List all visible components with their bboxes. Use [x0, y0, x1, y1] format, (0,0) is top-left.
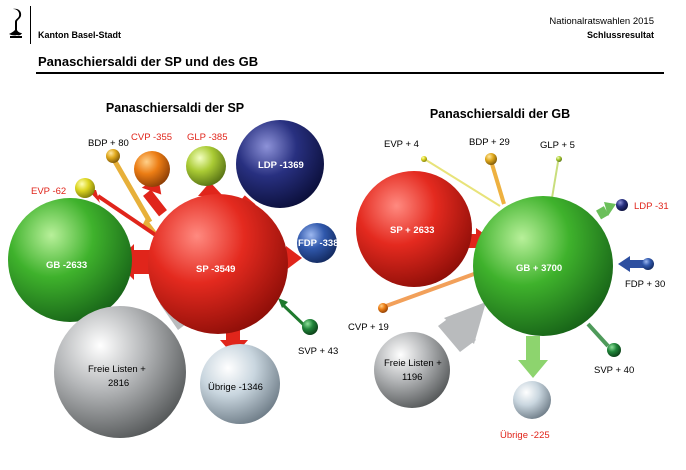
sphere-gb-cvp: [378, 303, 388, 313]
arrow-freie-to-gb: [438, 314, 476, 352]
sphere-gb-center: [473, 196, 613, 336]
arrow-bdp-to-sp-head: [142, 218, 158, 234]
label-gb-freie-line2: 1196: [402, 372, 422, 383]
label-gb-freie-line1: Freie Listen +: [384, 358, 442, 369]
sphere-gb-bdp: [485, 153, 497, 165]
election-name: Nationalratswahlen 2015: [549, 16, 654, 27]
arrow-gb-to-ldp: [596, 206, 609, 220]
label-sp-ldp: LDP -1369: [258, 160, 304, 171]
arrow-sp-to-gb: [468, 234, 478, 248]
label-gb-glp: GLP + 5: [540, 140, 575, 151]
sphere-sp-fdp: [297, 223, 337, 263]
arrow-glp-to-gb: [551, 161, 559, 199]
sphere-sp-cvp: [134, 151, 170, 187]
sphere-sp-ldp: [236, 120, 324, 208]
sphere-sp-center: [148, 194, 288, 334]
arrow-gb-to-uebrige: [526, 336, 540, 362]
sphere-sp-evp: [75, 178, 95, 198]
arrow-cvp-to-gb: [385, 272, 475, 308]
sphere-gb-uebrige: [513, 381, 551, 419]
label-gb-center: GB + 3700: [516, 263, 562, 274]
arrow-fdp-to-gb: [628, 260, 644, 268]
label-gb-fdp: FDP + 30: [625, 279, 665, 290]
gb-labels: EVP + 4 BDP + 29 GLP + 5 LDP -31 SP + 26…: [348, 137, 669, 441]
arrow-gb-to-uebrige-head: [518, 360, 548, 378]
label-sp-center: SP -3549: [196, 264, 235, 275]
label-gb-sp: SP + 2633: [390, 225, 434, 236]
sp-labels: BDP + 80 CVP -355 GLP -385 LDP -1369 EVP…: [31, 132, 338, 393]
page-header: Kanton Basel-Stadt Nationalratswahlen 20…: [0, 0, 686, 80]
sphere-gb-svp: [607, 343, 621, 357]
title-rule: [36, 72, 664, 74]
label-sp-bdp: BDP + 80: [88, 138, 129, 149]
label-sp-cvp: CVP -355: [131, 132, 172, 143]
label-gb-evp: EVP + 4: [384, 139, 419, 150]
sphere-gb-ldp: [616, 199, 628, 211]
arrow-evp-to-gb: [425, 159, 501, 207]
arrow-svp-to-sp: [280, 302, 307, 328]
label-sp-svp: SVP + 43: [298, 346, 338, 357]
label-gb-svp: SVP + 40: [594, 365, 634, 376]
label-sp-gb: GB -2633: [46, 260, 87, 271]
label-sp-uebrige: Übrige -1346: [208, 382, 263, 393]
arrow-freie-to-gb-head: [444, 302, 486, 344]
arrow-sp-to-cvp: [143, 189, 167, 217]
gb-diagram-title: Panaschiersaldi der GB: [430, 107, 570, 121]
canton-name: Kanton Basel-Stadt: [38, 30, 122, 40]
arrow-bdp-to-sp: [110, 156, 153, 224]
sphere-sp-bdp: [106, 149, 120, 163]
label-gb-cvp: CVP + 19: [348, 322, 389, 333]
label-sp-evp: EVP -62: [31, 186, 66, 197]
sphere-sp-glp: [186, 146, 226, 186]
arrow-svp-to-sp-head: [278, 298, 288, 308]
label-sp-fdp: FDP -338: [298, 238, 338, 249]
arrow-sp-to-fdp-head: [286, 246, 302, 270]
sphere-sp-freie-listen: [54, 306, 186, 438]
label-sp-freie-line1: Freie Listen +: [88, 364, 146, 375]
arrow-sp-to-glp-head: [198, 182, 223, 196]
basel-staff-logo-icon: [9, 8, 22, 38]
arrow-svp-to-gb: [586, 322, 610, 348]
arrow-gb-to-ldp-head: [604, 202, 616, 216]
arrow-fdp-to-gb-head: [618, 256, 630, 272]
label-gb-bdp: BDP + 29: [469, 137, 510, 148]
sphere-sp-gb: [8, 198, 132, 322]
sphere-gb-glp: [556, 156, 562, 162]
sphere-sp-svp: [302, 319, 318, 335]
label-gb-uebrige: Übrige -225: [500, 430, 550, 441]
sphere-gb-sp: [356, 171, 472, 287]
sphere-gb-fdp: [642, 258, 654, 270]
label-sp-glp: GLP -385: [187, 132, 228, 143]
arrow-bdp-to-gb: [490, 163, 506, 205]
sp-diagram-title: Panaschiersaldi der SP: [106, 101, 244, 115]
gb-flow-arrows: [385, 159, 644, 378]
page-title: Panaschiersaldi der SP und des GB: [38, 54, 259, 69]
sphere-gb-freie-listen: [374, 332, 450, 408]
arrow-sp-to-evp: [96, 194, 162, 240]
result-status: Schlussresultat: [586, 30, 654, 40]
label-gb-ldp: LDP -31: [634, 201, 669, 212]
sphere-gb-evp: [421, 156, 427, 162]
header-divider: [30, 6, 31, 44]
label-sp-freie-line2: 2816: [108, 378, 129, 389]
sphere-sp-uebrige: [200, 344, 280, 424]
